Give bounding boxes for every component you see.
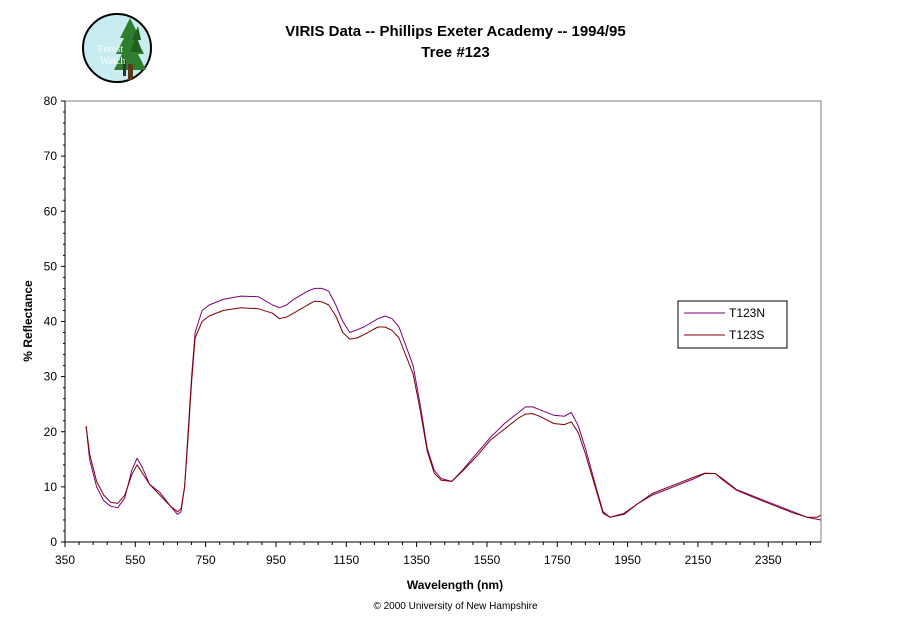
x-tick-label: 2350 bbox=[755, 553, 782, 567]
logo-text-forest: Forest bbox=[98, 44, 123, 55]
series-line-t123n bbox=[85, 287, 822, 521]
y-tick-label: 0 bbox=[50, 535, 57, 549]
legend-box bbox=[677, 300, 788, 349]
y-tick-label: 30 bbox=[44, 370, 58, 384]
x-tick-label: 1750 bbox=[544, 553, 571, 567]
x-tick-label: 1150 bbox=[333, 553, 359, 567]
y-tick-label: 60 bbox=[44, 204, 58, 218]
legend-label-t123s: T123S bbox=[729, 328, 764, 342]
x-tick-label: 750 bbox=[196, 553, 216, 567]
y-tick-label: 40 bbox=[44, 315, 58, 329]
y-tick-label: 70 bbox=[44, 149, 58, 163]
logo-text-watch: Watch bbox=[100, 56, 125, 67]
y-tick-label: 50 bbox=[44, 259, 58, 273]
copyright-footer: © 2000 University of New Hampshire bbox=[373, 601, 538, 612]
series-line-t123s bbox=[85, 300, 822, 518]
x-tick-label: 1350 bbox=[403, 553, 430, 567]
chart-title: VIRIS Data -- Phillips Exeter Academy --… bbox=[285, 23, 626, 40]
x-axis-label: Wavelength (nm) bbox=[407, 578, 503, 592]
y-tick-label: 80 bbox=[44, 94, 58, 108]
y-tick-label: 20 bbox=[44, 425, 58, 439]
x-tick-label: 1550 bbox=[474, 553, 501, 567]
y-tick-label: 10 bbox=[44, 480, 58, 494]
x-tick-label: 350 bbox=[55, 553, 75, 567]
chart-subtitle: Tree #123 bbox=[421, 44, 490, 61]
x-tick-label: 550 bbox=[125, 553, 145, 567]
forest-watch-logo: Forest Watch bbox=[80, 12, 154, 84]
y-axis-label: % Reflectance bbox=[21, 280, 35, 362]
x-tick-label: 950 bbox=[266, 553, 286, 567]
x-tick-label: 1950 bbox=[614, 553, 641, 567]
forest-watch-logo-graphic: Forest Watch bbox=[82, 13, 152, 83]
x-tick-label: 2150 bbox=[685, 553, 712, 567]
legend: T123N T123S bbox=[677, 300, 788, 349]
legend-label-t123n: T123N bbox=[729, 306, 765, 320]
